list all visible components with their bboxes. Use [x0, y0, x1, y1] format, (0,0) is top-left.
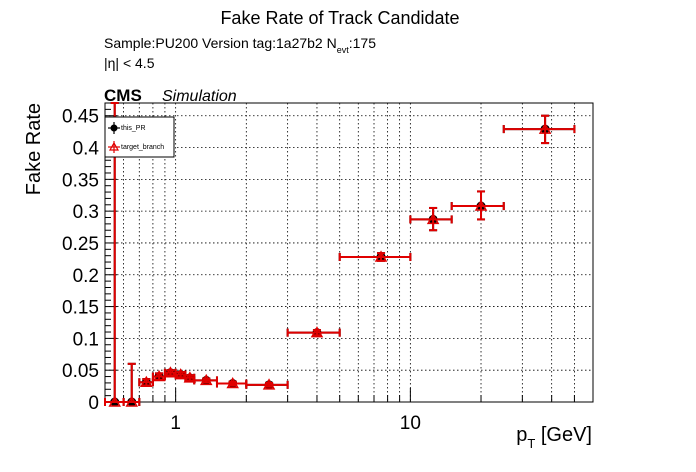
- data-series: [104, 102, 576, 407]
- data-point-triangle: [140, 375, 153, 388]
- legend-label-this-pr: this_PR: [121, 125, 146, 132]
- data-point-triangle: [174, 368, 187, 380]
- sample-info-prefix: Sample:PU200 Version tag:1a27b2 N: [104, 35, 337, 51]
- plot-frame: [104, 102, 594, 403]
- y-axis-title: Fake Rate: [23, 103, 45, 195]
- x-axis-title-unit: [GeV]: [535, 424, 592, 446]
- data-point-triangle: [199, 373, 213, 386]
- y-tick-label: 0.15: [62, 298, 99, 319]
- legend-entry-this-pr: this_PR: [108, 122, 146, 134]
- grid-lines: [105, 103, 593, 402]
- data-point-triangle: [538, 122, 552, 134]
- y-tick-label: 0.3: [73, 202, 99, 223]
- data-point-triangle: [108, 395, 121, 407]
- data-point-triangle: [226, 377, 239, 389]
- y-tick-label: 0.35: [62, 170, 99, 191]
- cms-label: CMS: [104, 86, 142, 105]
- x-axis-title-main: p: [516, 424, 527, 446]
- y-tick-label: 0.05: [62, 361, 99, 382]
- x-axis-title: pT [GeV]: [516, 424, 592, 451]
- legend-triangle-marker: [108, 141, 120, 151]
- axes: 0 0.05 0.1 0.15 0.2 0.25 0.3 0.35 0.4 0.45 1 10: [62, 102, 594, 434]
- x-axis-title-sub: T: [527, 436, 535, 451]
- sample-info: Sample:PU200 Version tag:1a27b2 Nevt:175: [104, 35, 376, 55]
- legend-box: [104, 116, 175, 158]
- data-point-triangle: [474, 199, 488, 211]
- y-tick-label: 0.45: [62, 107, 99, 128]
- y-tick-label: 0.4: [73, 139, 100, 160]
- sample-info-suffix: :175: [349, 35, 376, 51]
- data-point-triangle: [262, 378, 276, 390]
- chart-title: Fake Rate of Track Candidate: [220, 8, 459, 28]
- legend-entry-target-branch: target_branch: [108, 141, 164, 153]
- legend: this_PR target_branch: [104, 116, 175, 158]
- simulation-label: Simulation: [162, 88, 237, 105]
- data-point-triangle: [310, 326, 324, 338]
- legend-circle-marker: [110, 124, 118, 132]
- data-point-triangle: [183, 371, 197, 383]
- y-tick-label: 0.1: [73, 329, 99, 350]
- x-tick-label: 1: [170, 413, 181, 434]
- data-point-triangle: [374, 250, 388, 262]
- data-point-triangle: [164, 366, 177, 378]
- y-tick-label: 0.25: [62, 234, 99, 255]
- data-point-triangle: [152, 370, 166, 382]
- y-tick-label: 0.2: [73, 266, 99, 287]
- sample-info-subscript: evt: [337, 45, 350, 55]
- eta-cut-label: |η| < 4.5: [104, 55, 155, 71]
- legend-label-target-branch: target_branch: [121, 144, 164, 151]
- x-tick-label: 10: [400, 413, 421, 434]
- y-tick-label: 0: [88, 393, 99, 414]
- data-point-triangle: [426, 212, 440, 225]
- data-point-triangle: [125, 395, 139, 407]
